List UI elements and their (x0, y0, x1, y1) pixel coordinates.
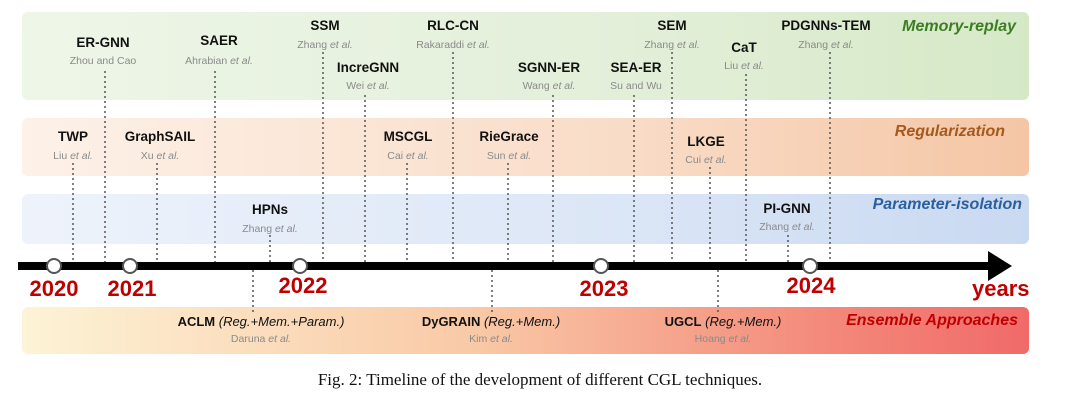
method-author-twp: Liu et al. (53, 150, 93, 162)
method-name-pdgnns-tem: PDGNNs-TEM (781, 18, 871, 33)
method-name-mscgl: MSCGL (383, 129, 433, 144)
method-author-cat: Liu et al. (724, 60, 764, 72)
year-marker-2023 (593, 258, 609, 274)
timeline-axis (18, 262, 990, 270)
method-author-pi-gnn: Zhang et al. (759, 221, 815, 233)
year-label-2020: 2020 (29, 276, 79, 301)
method-name-dygrain: DyGRAIN (Reg.+Mem.) (421, 314, 561, 329)
method-author-graphsail: Xu et al. (140, 150, 180, 162)
method-name-hpns: HPNs (251, 202, 289, 217)
figure-caption: Fig. 2: Timeline of the development of d… (317, 370, 763, 389)
method-author-sgnner: Wang et al. (522, 80, 576, 92)
method-name-ssm: SSM (310, 18, 340, 33)
method-name-riegrace: RieGrace (479, 129, 539, 144)
method-author-saer: Ahrabian et al. (185, 55, 253, 67)
year-marker-2021 (122, 258, 138, 274)
timeline-arrowhead (988, 251, 1012, 281)
method-author-mscgl: Cai et al. (387, 150, 429, 162)
method-author-pdgnns-tem: Zhang et al. (798, 39, 854, 51)
memory-replay-label: Memory-replay (902, 18, 1016, 35)
method-author-ergnn: Zhou and Cao (69, 55, 137, 67)
method-name-sem: SEM (657, 18, 687, 33)
method-name-incregnn: IncreGNN (336, 60, 400, 75)
method-name-ugcl: UGCL (Reg.+Mem.) (664, 314, 782, 329)
method-name-graphsail: GraphSAIL (124, 129, 196, 144)
method-name-aclm: ACLM (Reg.+Mem.+Param.) (177, 314, 345, 329)
year-label-2024: 2024 (786, 273, 836, 298)
memory-replay-band (22, 12, 1029, 100)
parameter-isolation-label: Parameter-isolation (872, 196, 1022, 213)
ensemble-approaches-band (22, 307, 1029, 354)
method-author-riegrace: Sun et al. (486, 150, 532, 162)
method-author-ssm: Zhang et al. (297, 39, 353, 51)
year-marker-2024 (802, 258, 818, 274)
regularization-label: Regularization (894, 123, 1005, 140)
method-name-ergnn: ER-GNN (76, 35, 130, 50)
regularization-band (22, 118, 1029, 176)
parameter-isolation-band (22, 194, 1029, 244)
method-name-saer: SAER (200, 33, 238, 48)
year-label-2023: 2023 (579, 276, 629, 301)
method-author-incregnn: Wei et al. (346, 80, 390, 92)
method-author-seaer: Su and Wu (610, 80, 662, 92)
method-author-ugcl: Hoang et al. (694, 333, 752, 345)
year-marker-2022 (292, 258, 308, 274)
method-name-pi-gnn: PI-GNN (763, 201, 811, 216)
method-author-aclm: Daruna et al. (230, 333, 292, 345)
method-author-rlccn: Rakaraddi et al. (416, 39, 490, 51)
method-name-seaer: SEA-ER (610, 60, 662, 75)
method-author-sem: Zhang et al. (644, 39, 700, 51)
method-author-dygrain: Kim et al. (469, 333, 513, 345)
method-author-hpns: Zhang et al. (242, 223, 298, 235)
method-name-cat: CaT (731, 40, 757, 55)
method-name-lkge: LKGE (687, 134, 725, 149)
year-marker-2020 (46, 258, 62, 274)
year-label-2022: 2022 (278, 273, 328, 298)
method-name-rlccn: RLC-CN (427, 18, 479, 33)
method-author-lkge: Cui et al. (685, 154, 727, 166)
year-label-2021: 2021 (107, 276, 157, 301)
ensemble-approaches-label: Ensemble Approaches (846, 312, 1018, 329)
method-name-sgnner: SGNN-ER (517, 60, 581, 75)
method-name-twp: TWP (58, 129, 88, 144)
years-axis-label: years (972, 276, 1030, 301)
